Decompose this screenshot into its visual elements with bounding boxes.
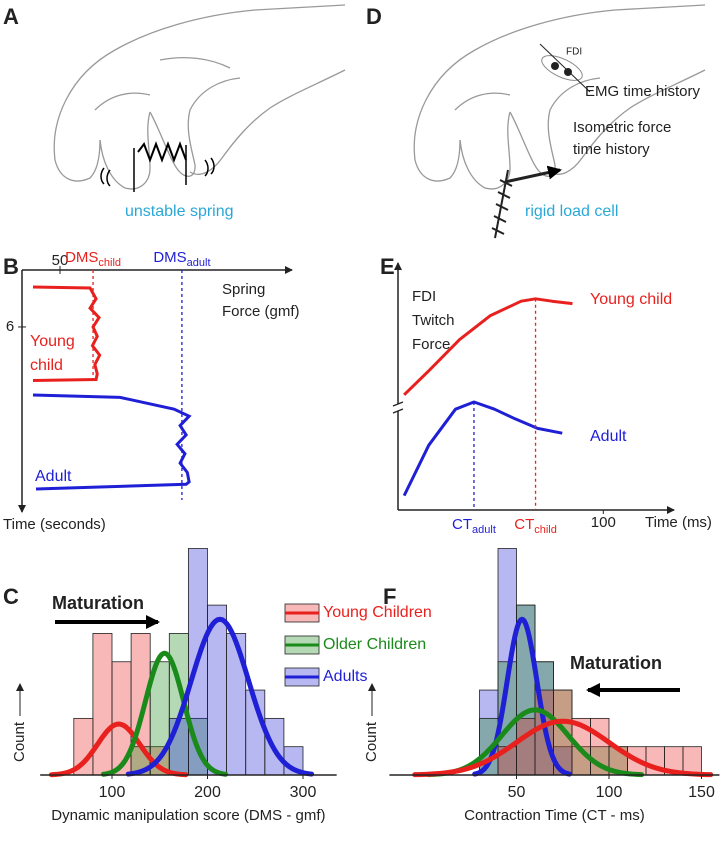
- axis-break-gap: [392, 404, 404, 411]
- twitch-curve: [403, 297, 573, 396]
- series-label: Young child: [590, 291, 672, 308]
- label-sub: child: [98, 257, 121, 269]
- panel-letter: B: [3, 254, 19, 279]
- label-main: CT: [514, 516, 534, 533]
- panel-letter: E: [380, 254, 395, 279]
- gaussian-fit: [100, 650, 229, 777]
- trace-line: [32, 393, 192, 491]
- annotation: EMG time history: [585, 83, 701, 100]
- gaussian-fit: [48, 721, 189, 778]
- panel-letter: C: [3, 584, 19, 609]
- annotation: Isometric force: [573, 119, 671, 136]
- emg-lead: [539, 43, 591, 93]
- subscript-label: CTadult: [452, 516, 496, 536]
- x-tick-label: 300: [290, 784, 317, 801]
- histogram-bar: [168, 717, 189, 776]
- legend-label: Young Children: [323, 604, 432, 621]
- y-axis-label: Count: [363, 721, 380, 762]
- x-tick-label: 50: [508, 784, 526, 801]
- load-cell: [491, 169, 513, 239]
- force-arrow: [504, 165, 562, 184]
- y-axis-label: Time (seconds): [3, 516, 106, 533]
- x-axis-label: Dynamic manipulation score (DMS - gmf): [51, 807, 325, 824]
- trace-line: [32, 285, 102, 382]
- series-label: Adult: [35, 468, 72, 485]
- panel-letter: D: [366, 4, 382, 29]
- panel-letter: F: [383, 584, 396, 609]
- subscript-label: DMSchild: [65, 249, 121, 269]
- x-tick-label: 200: [194, 784, 221, 801]
- label-sub: child: [534, 524, 557, 536]
- y-axis-label: Count: [11, 721, 28, 762]
- x-tick-label: 150: [688, 784, 715, 801]
- series-label: Young: [30, 333, 75, 350]
- label-sub: adult: [187, 257, 211, 269]
- x-tick-label: 100: [99, 784, 126, 801]
- spring: [137, 141, 187, 163]
- histogram-bar: [682, 746, 702, 776]
- legend-label: Older Children: [323, 636, 426, 653]
- label-main: CT: [452, 516, 472, 533]
- subscript-label: CTchild: [514, 516, 557, 536]
- caption: unstable spring: [125, 203, 234, 220]
- electrode: [551, 62, 559, 70]
- x-axis-label: Spring: [222, 281, 265, 298]
- annotation: Maturation: [52, 593, 144, 613]
- x-axis-label: Contraction Time (CT - ms): [464, 807, 645, 824]
- label-main: DMS: [153, 249, 186, 266]
- series-label: child: [30, 357, 63, 374]
- x-tick-label: 100: [591, 514, 616, 531]
- gaussian-fit: [412, 718, 714, 778]
- gaussian-fit: [125, 616, 315, 777]
- label-sub: adult: [472, 524, 496, 536]
- x-axis-label: Time (ms): [645, 514, 712, 531]
- y-tick-label: 6: [6, 318, 14, 335]
- electrode: [564, 68, 572, 76]
- histogram-bar: [516, 717, 536, 776]
- hand-illustration-a: [53, 4, 346, 190]
- muscle-label: FDI: [566, 47, 582, 58]
- panel-letter: A: [3, 4, 19, 29]
- y-axis-label: Force: [412, 336, 450, 353]
- x-tick-label: 50: [52, 252, 69, 269]
- y-axis-label: Twitch: [412, 312, 455, 329]
- x-axis-label: Force (gmf): [222, 303, 300, 320]
- caption: rigid load cell: [525, 203, 618, 220]
- annotation: time history: [573, 141, 650, 158]
- twitch-curve: [402, 400, 563, 497]
- axis-break: [392, 401, 404, 414]
- hand-illustration-d: [413, 4, 706, 190]
- x-tick-label: 100: [596, 784, 623, 801]
- annotation: Maturation: [570, 653, 662, 673]
- spring-motion: [100, 145, 215, 192]
- series-label: Adult: [590, 428, 627, 445]
- subscript-label: DMSadult: [153, 249, 210, 269]
- legend-label: Adults: [323, 668, 367, 685]
- y-axis-label: FDI: [412, 288, 436, 305]
- histogram-bar: [92, 633, 113, 776]
- label-main: DMS: [65, 249, 98, 266]
